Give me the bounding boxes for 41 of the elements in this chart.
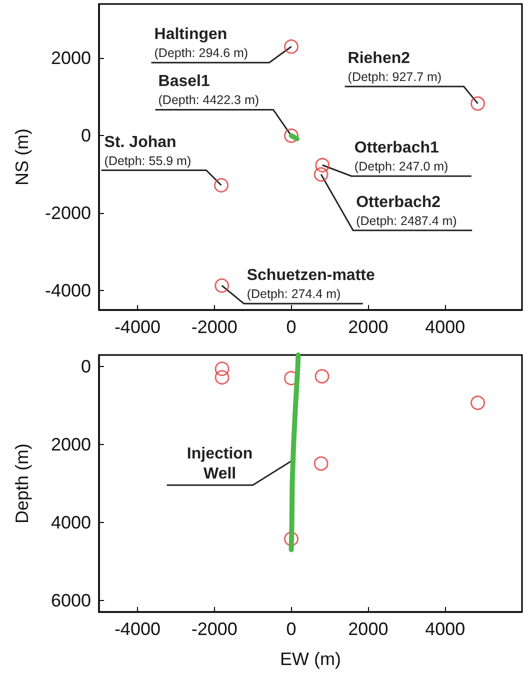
y-tick-label: 0 [80, 126, 91, 146]
point [315, 158, 330, 172]
point [470, 396, 486, 410]
annotation: Riehen2 (Detph: 927.7 m) [348, 50, 442, 84]
y-tick-label: -4000 [44, 280, 91, 301]
x-tick-label: 0 [286, 317, 296, 337]
x-tick-label: -2000 [191, 619, 238, 639]
y-tick-label: 2000 [50, 434, 91, 455]
x-tick-label: 0 [286, 619, 296, 639]
point [214, 370, 230, 385]
annotation: Basel1 (Depth: 4422.3 m) [158, 73, 260, 108]
x-axis-title: EW (m) [280, 649, 341, 669]
annotation: Otterbach2 (Detph: 2487.4 m) [356, 194, 457, 228]
annotation: Injection Well [186, 446, 253, 483]
point [214, 178, 229, 193]
y-tick-label: 2000 [50, 48, 91, 68]
annotation: St. Johan (Detph: 55.9 m) [104, 134, 192, 168]
annotation: Otterbach1 (Detph: 247.0 m) [354, 140, 448, 174]
point [314, 369, 330, 384]
point [284, 39, 299, 54]
y-tick-label: 0 [80, 356, 91, 377]
annotation: Haltingen (Depth: 294.6 m) [154, 26, 248, 60]
y-tick-label: 4000 [50, 512, 91, 532]
point [470, 96, 486, 111]
x-tick-label: 2000 [348, 317, 388, 337]
x-tick-label: -4000 [114, 317, 160, 337]
x-tick-label: 4000 [425, 317, 466, 337]
y-tick-label: -2000 [44, 203, 91, 224]
y-tick-label: 6000 [50, 590, 91, 610]
annotation: Schuetzen-matte (Detph: 274.4 m) [246, 267, 375, 302]
point [314, 167, 328, 182]
y-axis-title: NS (m) [12, 128, 32, 186]
point [284, 128, 299, 143]
y-axis-title: Depth (m) [12, 443, 32, 524]
x-tick-label: -4000 [114, 619, 160, 639]
x-tick-label: 4000 [425, 619, 466, 639]
point [314, 456, 328, 471]
x-tick-label: 2000 [348, 619, 388, 639]
point [214, 362, 230, 376]
point [214, 278, 230, 293]
x-tick-label: -2000 [191, 317, 238, 337]
